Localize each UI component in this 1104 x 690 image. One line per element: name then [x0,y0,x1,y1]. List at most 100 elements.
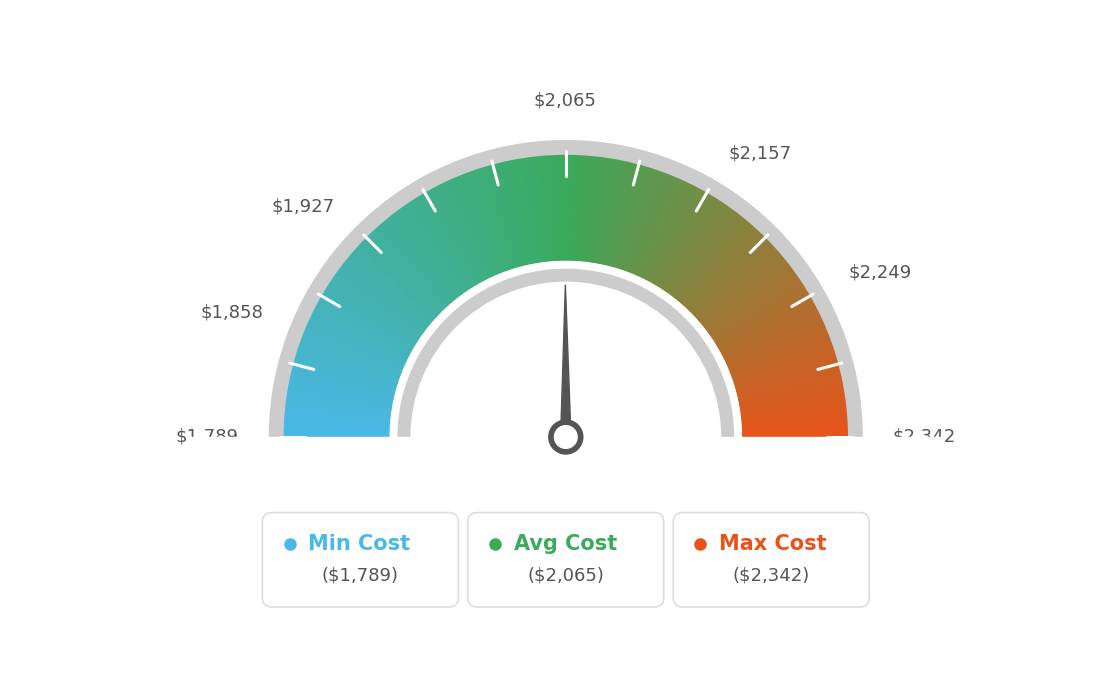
Wedge shape [686,224,762,307]
Wedge shape [392,206,460,296]
Wedge shape [416,190,475,286]
Wedge shape [630,168,672,273]
Wedge shape [328,273,420,337]
Wedge shape [577,150,586,260]
Wedge shape [646,180,698,279]
Wedge shape [629,168,670,272]
Wedge shape [290,350,397,384]
Wedge shape [411,282,721,437]
Wedge shape [590,151,605,262]
Wedge shape [702,253,789,325]
Wedge shape [396,203,463,294]
Wedge shape [742,403,852,417]
Wedge shape [314,297,411,352]
Wedge shape [623,164,660,270]
Wedge shape [733,341,838,379]
Wedge shape [553,149,559,260]
Wedge shape [726,316,828,364]
Wedge shape [701,252,788,324]
Wedge shape [420,188,477,284]
Wedge shape [399,269,733,437]
Wedge shape [482,161,516,268]
Wedge shape [368,227,445,308]
Wedge shape [625,166,664,270]
Wedge shape [698,245,782,320]
Wedge shape [280,395,391,413]
Wedge shape [338,259,426,328]
Wedge shape [278,428,389,433]
Wedge shape [448,173,495,275]
Wedge shape [343,252,431,324]
Wedge shape [317,290,413,348]
Wedge shape [676,210,745,299]
Wedge shape [651,184,707,282]
Wedge shape [608,157,637,266]
Wedge shape [735,353,842,386]
Wedge shape [434,180,486,279]
Wedge shape [716,286,811,345]
Wedge shape [355,239,437,316]
Wedge shape [722,302,820,355]
Wedge shape [535,150,548,261]
Wedge shape [312,298,411,353]
Wedge shape [282,386,392,407]
Wedge shape [731,331,835,373]
Wedge shape [665,198,728,290]
Wedge shape [417,189,476,285]
Wedge shape [280,397,391,414]
Wedge shape [742,406,852,420]
Wedge shape [302,319,404,366]
Wedge shape [585,150,598,261]
Wedge shape [735,355,842,388]
Wedge shape [697,244,781,319]
Wedge shape [374,221,448,305]
Wedge shape [300,324,403,368]
Wedge shape [521,152,539,262]
Wedge shape [305,315,405,363]
Wedge shape [729,324,831,368]
Wedge shape [541,150,551,261]
Wedge shape [293,344,399,381]
Wedge shape [480,161,514,268]
Wedge shape [359,236,439,314]
Wedge shape [628,167,669,272]
Wedge shape [743,428,853,433]
Wedge shape [278,413,390,424]
Wedge shape [286,369,394,396]
Wedge shape [496,157,524,265]
Wedge shape [524,152,541,262]
Wedge shape [354,240,437,317]
Wedge shape [723,304,822,357]
Wedge shape [278,419,389,427]
Wedge shape [527,151,542,262]
Wedge shape [638,174,686,276]
Wedge shape [675,209,744,298]
Wedge shape [279,404,390,418]
Wedge shape [323,279,417,341]
Wedge shape [734,346,840,382]
Wedge shape [445,175,492,276]
Wedge shape [522,152,540,262]
Wedge shape [687,226,763,308]
Wedge shape [512,154,533,263]
Wedge shape [569,149,571,260]
Wedge shape [428,183,482,282]
Wedge shape [293,343,399,380]
Wedge shape [321,283,416,343]
Wedge shape [677,213,749,300]
Wedge shape [438,178,488,278]
Wedge shape [730,326,832,370]
Wedge shape [742,413,853,424]
Wedge shape [680,217,754,303]
Wedge shape [517,152,537,262]
Wedge shape [729,323,831,368]
Wedge shape [361,233,440,313]
Wedge shape [282,392,391,411]
Wedge shape [688,228,766,309]
Wedge shape [308,306,408,357]
Wedge shape [719,292,816,348]
Wedge shape [330,269,422,335]
Wedge shape [742,401,852,416]
Wedge shape [542,150,552,261]
Text: ($2,342): ($2,342) [733,566,810,584]
